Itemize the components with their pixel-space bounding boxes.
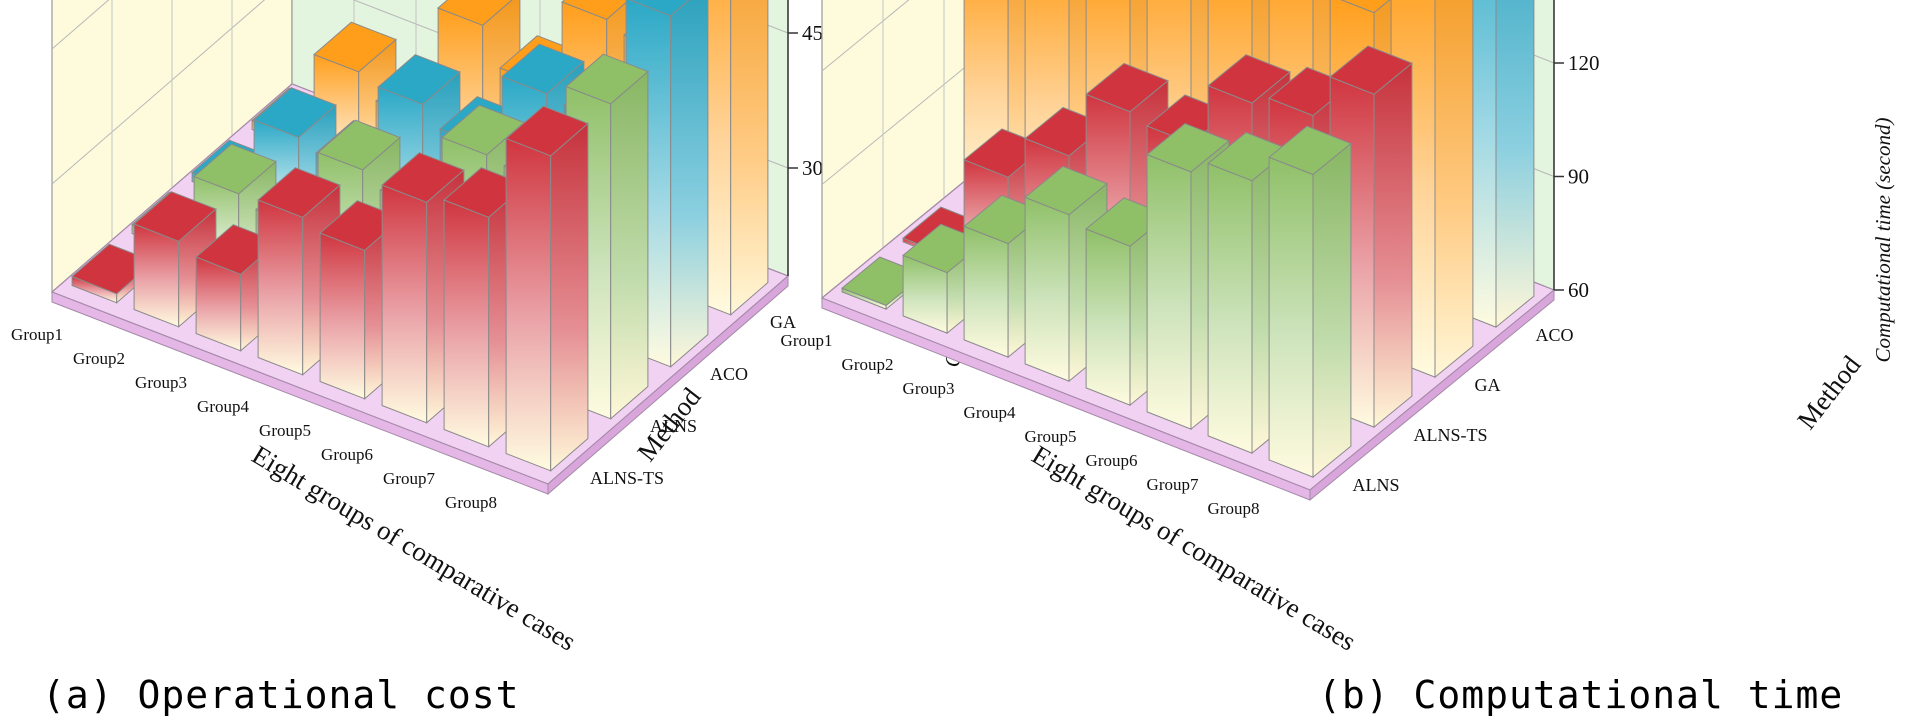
bar-front-face (963, 225, 1009, 358)
method-tick-label: ALNS (650, 416, 697, 436)
group-tick-label: Group8 (445, 493, 497, 512)
bar-alns-ts-group2 (133, 191, 217, 328)
bar-top-face (437, 0, 513, 26)
bar-front-face (1207, 162, 1253, 454)
bar-side-face (1312, 142, 1352, 479)
bar-top-face (1268, 125, 1352, 176)
group-tick-label: Group4 (197, 397, 249, 416)
group-tick-label: Group7 (1147, 475, 1199, 494)
group-tick-label: Group2 (73, 349, 125, 368)
group-tick-label: Group8 (1208, 499, 1260, 518)
method-tick-label: GA (770, 312, 796, 332)
group-tick-label: Group1 (11, 325, 63, 344)
group-tick-label: Group4 (964, 403, 1016, 422)
bar-front-face (319, 232, 366, 400)
bar-side-face (1373, 62, 1413, 429)
z-axis-title: Computational time (second) (1871, 118, 1895, 363)
bars (841, 0, 1535, 479)
bar-top-face (1024, 165, 1108, 216)
bar-front-face (1024, 196, 1070, 382)
method-tick-label: ACO (1536, 325, 1574, 345)
bar-top-face (565, 53, 649, 105)
z-tick-label: 90 (1568, 165, 1589, 189)
bar-front-face (1268, 156, 1314, 478)
bar-top-face (253, 87, 337, 138)
bars (71, 0, 769, 472)
bar-side-face (1434, 0, 1474, 379)
method-tick-label: ALNS-TS (1414, 425, 1488, 445)
bar-top-face (377, 54, 461, 105)
bar-top-face (1207, 54, 1291, 104)
bar-front-face (257, 199, 304, 376)
group-tick-label: Group5 (259, 421, 311, 440)
bar-front-face (1085, 228, 1131, 406)
bar-top-face (628, 0, 690, 17)
bar-side-face (670, 0, 709, 368)
group-tick-label: Group5 (1025, 427, 1077, 446)
bar-top-face (193, 143, 277, 195)
bar-top-face (381, 152, 465, 203)
chart-caption: (b) Computational time (1318, 673, 1843, 717)
bar-side-face (610, 70, 649, 420)
bar-front-face (133, 223, 180, 328)
bar-side-face (1495, 0, 1535, 329)
bar-side-face (550, 122, 589, 472)
grid-line (51, 0, 110, 50)
bar-alns-ts-group8 (1329, 45, 1413, 429)
operational-cost-chart: 300045006000Group1Group2Group3Group4Grou… (11, 0, 965, 717)
bar-front-face (1146, 153, 1192, 430)
method-tick-label: ALNS (1353, 475, 1400, 495)
z-tick-label: 120 (1568, 51, 1600, 75)
bar-top-face (501, 43, 585, 95)
bar-top-face (505, 105, 589, 157)
group-tick-label: Group7 (383, 469, 435, 488)
bar-top-face (133, 191, 217, 242)
floor-edge (1309, 288, 1555, 502)
group-tick-label: Group1 (781, 331, 833, 350)
method-tick-label: ALNS-TS (590, 468, 664, 488)
bar-front-face (381, 184, 428, 424)
z-tick-label: 60 (1568, 278, 1589, 302)
chart-caption: (a) Operational cost (42, 673, 520, 717)
grid-line (821, 0, 910, 72)
bar-alns-group8 (1268, 125, 1352, 479)
bar-top-face (1085, 62, 1169, 113)
method-tick-label: ACO (710, 364, 748, 384)
bar-front-face (443, 199, 490, 448)
bar-top-face (1340, 0, 1391, 14)
bar-top-face (257, 167, 341, 218)
group-tick-label: Group6 (321, 445, 373, 464)
bar-alns-ts-group8 (505, 105, 589, 472)
bar-top-face (1329, 45, 1413, 95)
bar-top-face (313, 21, 397, 73)
group-tick-label: Group3 (903, 379, 955, 398)
bar-top-face (561, 0, 630, 20)
computational-time-chart: 6090120150180Group1Group2Group3Group4Gro… (781, 0, 1895, 717)
group-tick-label: Group2 (842, 355, 894, 374)
y-axis-title: Method (1791, 350, 1867, 435)
bar-side-face (730, 0, 769, 316)
method-tick-label: GA (1475, 375, 1501, 395)
bar-front-face (505, 137, 552, 472)
bar-top-face (1146, 123, 1230, 173)
bar-top-face (317, 119, 401, 171)
group-tick-label: Group3 (135, 373, 187, 392)
group-tick-label: Group6 (1086, 451, 1138, 470)
floor-edge (547, 274, 789, 496)
